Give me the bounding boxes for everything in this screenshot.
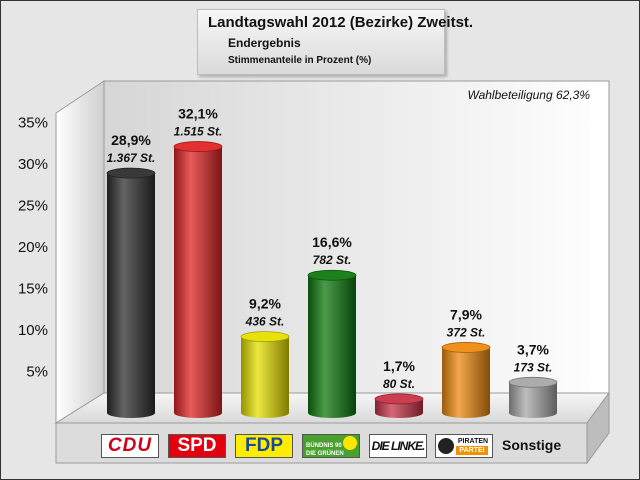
bars bbox=[106, 141, 558, 418]
bar-body bbox=[442, 347, 490, 418]
chart-subtitle-units: Stimmenanteile in Prozent (%) bbox=[228, 55, 372, 66]
y-tick-label: 10% bbox=[18, 322, 48, 339]
y-tick-label: 35% bbox=[18, 115, 48, 132]
value-label: 1,7% bbox=[383, 358, 415, 374]
y-tick-label: 15% bbox=[18, 281, 48, 298]
chart-title: Landtagswahl 2012 (Bezirke) Zweitst. bbox=[208, 14, 474, 31]
bar-cap bbox=[173, 141, 223, 152]
pirate-flag-icon bbox=[438, 438, 454, 454]
cdu-logo-text: CDU bbox=[107, 435, 153, 456]
bar-body bbox=[241, 336, 289, 418]
value-label: 32,1% bbox=[178, 106, 218, 122]
gruene-logo-text-top: BÜNDNIS 90 bbox=[306, 443, 342, 449]
y-tick-label: 5% bbox=[26, 364, 48, 381]
fdp-logo-text: FDP bbox=[245, 435, 283, 456]
votes-label: 436 St. bbox=[245, 315, 285, 329]
linke-logo: DIE LINKE. bbox=[369, 434, 427, 458]
bar-body bbox=[308, 275, 356, 418]
fdp-logo: FDP bbox=[235, 434, 293, 458]
spd-logo: SPD bbox=[168, 434, 226, 458]
bar-body bbox=[509, 382, 557, 418]
bar-body bbox=[174, 146, 222, 418]
bar-body bbox=[375, 398, 423, 418]
votes-label: 1.367 St. bbox=[107, 151, 156, 165]
cdu-logo: CDU bbox=[101, 434, 159, 458]
piraten-logo: PIRATEN PARTEI bbox=[435, 434, 493, 458]
value-label: 28,9% bbox=[111, 132, 151, 148]
votes-label: 80 St. bbox=[383, 377, 415, 391]
bar-4 bbox=[307, 269, 357, 418]
bar-body bbox=[107, 173, 155, 418]
data-labels: 28,9% 1.367 St. 32,1% 1.515 St. 9,2% 436 St. 1… bbox=[107, 106, 553, 391]
bar-cap bbox=[240, 331, 290, 343]
turnout-label: Wahlbeteiligung 62,3% bbox=[467, 88, 590, 102]
value-label: 9,2% bbox=[249, 296, 281, 312]
chart-subtitle: Endergebnis bbox=[228, 36, 301, 50]
gruene-logo: BÜNDNIS 90 DIE GRÜNEN bbox=[302, 434, 360, 458]
votes-label: 173 St. bbox=[514, 360, 553, 374]
value-label: 7,9% bbox=[450, 306, 482, 322]
bar-cap bbox=[106, 167, 156, 179]
votes-label: 782 St. bbox=[313, 253, 352, 267]
y-tick-label: 30% bbox=[18, 156, 48, 173]
gruene-logo-text-bottom: DIE GRÜNEN bbox=[306, 451, 344, 457]
sunflower-icon bbox=[343, 436, 357, 450]
y-axis-ticks: 5% 10% 15% 20% 25% 30% 35% bbox=[18, 115, 48, 381]
bar-5 bbox=[374, 393, 424, 418]
piraten-logo-text-bottom: PARTEI bbox=[456, 446, 488, 455]
y-tick-label: 20% bbox=[18, 239, 48, 256]
bar-cap bbox=[374, 393, 424, 405]
y-tick-label: 25% bbox=[18, 198, 48, 215]
floor-front-side bbox=[586, 391, 610, 465]
sonstige-label: Sonstige bbox=[502, 437, 562, 453]
votes-label: 1.515 St. bbox=[174, 125, 223, 139]
piraten-logo-text-top: PIRATEN bbox=[457, 438, 489, 445]
bar-cap bbox=[441, 342, 491, 353]
bar-1 bbox=[106, 167, 156, 418]
left-wall bbox=[55, 80, 105, 424]
bar-3 bbox=[240, 331, 290, 418]
votes-label: 372 St. bbox=[447, 325, 486, 339]
linke-logo-text: DIE LINKE. bbox=[371, 439, 426, 453]
bar-2 bbox=[173, 141, 223, 418]
value-label: 3,7% bbox=[517, 341, 549, 357]
spd-logo-text: SPD bbox=[177, 435, 217, 456]
title-box: Landtagswahl 2012 (Bezirke) Zweitst. End… bbox=[197, 9, 473, 75]
bar-cap bbox=[307, 269, 357, 281]
value-label: 16,6% bbox=[312, 234, 352, 250]
bar-7 bbox=[508, 376, 558, 418]
bar-cap bbox=[508, 376, 558, 388]
bar-6 bbox=[441, 342, 491, 418]
